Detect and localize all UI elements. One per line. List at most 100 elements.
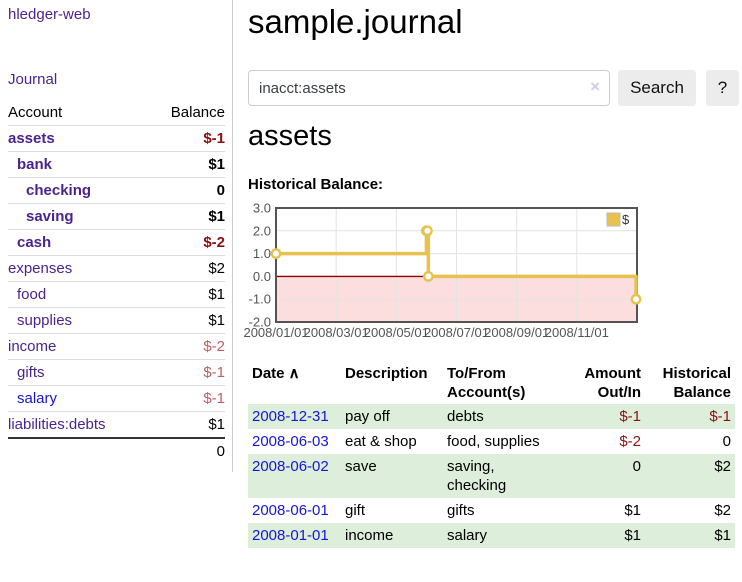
transaction-date-link[interactable]: 2008-06-02 bbox=[252, 458, 329, 475]
y-axis-tick-label: -2.0 bbox=[249, 315, 271, 330]
account-row: gifts $-1 bbox=[8, 359, 225, 386]
transaction-amount: $-1 bbox=[619, 408, 641, 425]
transaction-description: income bbox=[345, 527, 394, 544]
x-axis-tick-label: 2008/05/01 bbox=[364, 325, 429, 340]
sidebar: hledger-web Journal Account Balance asse… bbox=[0, 0, 233, 472]
chart-data-point[interactable] bbox=[630, 293, 642, 305]
account-row: bank $1 bbox=[8, 151, 225, 178]
account-balance: 0 bbox=[216, 182, 225, 199]
search-input[interactable] bbox=[248, 70, 610, 106]
transaction-description: gift bbox=[345, 502, 366, 519]
transaction-balance: $1 bbox=[714, 527, 731, 544]
accounts-header-balance: Balance bbox=[170, 104, 225, 121]
account-row: expenses $2 bbox=[8, 255, 225, 282]
account-link[interactable]: food bbox=[17, 286, 47, 303]
accounts-total-value: 0 bbox=[216, 443, 225, 460]
account-balance: $1 bbox=[208, 286, 225, 303]
account-row: assets $-1 bbox=[8, 125, 225, 152]
accounts-header-row: Account Balance bbox=[8, 100, 225, 126]
main-content: sample.journal × Search ? assets Histori… bbox=[243, 0, 742, 582]
account-link[interactable]: supplies bbox=[17, 312, 73, 329]
account-link[interactable]: cash bbox=[17, 234, 52, 251]
account-link[interactable]: income bbox=[8, 338, 57, 355]
transaction-date-link[interactable]: 2008-06-01 bbox=[252, 502, 329, 519]
y-axis-tick-label: 1.0 bbox=[253, 246, 271, 261]
transaction-accounts: saving, checking bbox=[447, 458, 507, 494]
brand-link[interactable]: hledger-web bbox=[8, 6, 91, 23]
transaction-balance: 0 bbox=[722, 433, 731, 450]
account-row: food $1 bbox=[8, 281, 225, 308]
account-row: supplies $1 bbox=[8, 307, 225, 334]
register-header-balance: Historical Balance bbox=[662, 365, 731, 401]
accounts-total-spacer bbox=[8, 438, 147, 464]
register-header-row: Date ∧ Description To/From Account(s) Amoun… bbox=[248, 362, 735, 404]
account-row: salary $-1 bbox=[8, 385, 225, 412]
transaction-amount: $1 bbox=[624, 527, 641, 544]
transaction-accounts: food, supplies bbox=[447, 433, 540, 450]
transaction-description: eat & shop bbox=[345, 433, 417, 450]
legend-swatch bbox=[606, 212, 621, 227]
account-link[interactable]: saving bbox=[26, 208, 74, 225]
account-link[interactable]: expenses bbox=[8, 260, 73, 277]
account-link[interactable]: assets bbox=[8, 130, 55, 147]
transaction-row: 2008-01-01 income salary $1 $1 bbox=[248, 523, 735, 548]
y-axis-tick-label: 2.0 bbox=[253, 223, 271, 238]
account-link[interactable]: gifts bbox=[17, 364, 45, 381]
transaction-row: 2008-12-31 pay off debts $-1 $-1 bbox=[248, 404, 735, 429]
account-balance: $2 bbox=[208, 260, 225, 277]
transaction-balance: $2 bbox=[714, 502, 731, 519]
account-heading: assets bbox=[248, 120, 332, 152]
chart-border bbox=[275, 207, 638, 323]
account-balance: $-1 bbox=[203, 130, 225, 147]
transaction-accounts: gifts bbox=[447, 502, 475, 519]
transaction-description: pay off bbox=[345, 408, 390, 425]
chart-data-point[interactable] bbox=[422, 271, 434, 282]
legend-label: $ bbox=[622, 212, 630, 227]
accounts-total-row: 0 bbox=[8, 438, 225, 464]
transaction-amount: 0 bbox=[632, 458, 641, 475]
sort-ascending-icon: ∧ bbox=[284, 365, 300, 382]
account-balance: $1 bbox=[208, 312, 225, 329]
page-title: sample.journal bbox=[248, 3, 463, 40]
account-balance: $-2 bbox=[203, 234, 225, 251]
transaction-date-link[interactable]: 2008-01-01 bbox=[252, 527, 329, 544]
transaction-date-link[interactable]: 2008-12-31 bbox=[252, 408, 329, 425]
register-table: Date ∧ Description To/From Account(s) Amoun… bbox=[248, 362, 735, 548]
search-box: × bbox=[248, 70, 610, 106]
x-axis-tick-label: 2008/11/01 bbox=[545, 325, 609, 340]
transaction-accounts: debts bbox=[447, 408, 484, 425]
account-row: saving $1 bbox=[8, 203, 225, 230]
accounts-table: Account Balance assets $-1 bank $1 checking 0… bbox=[8, 100, 225, 464]
account-link[interactable]: bank bbox=[17, 156, 53, 173]
transaction-balance: $2 bbox=[714, 458, 731, 475]
x-axis-tick-label: 2008/09/01 bbox=[484, 325, 549, 340]
chart-label: Historical Balance: bbox=[248, 176, 384, 193]
x-axis-tick-label: 2008/01/01 bbox=[243, 325, 308, 340]
account-link[interactable]: liabilities:debts bbox=[8, 416, 106, 433]
account-link[interactable]: checking bbox=[26, 182, 92, 199]
account-balance: $1 bbox=[208, 156, 225, 173]
help-button[interactable]: ? bbox=[706, 70, 739, 106]
y-axis-tick-label: 3.0 bbox=[253, 201, 271, 216]
search-button[interactable]: Search bbox=[618, 70, 696, 106]
transaction-amount: $-2 bbox=[619, 433, 641, 450]
transaction-date-link[interactable]: 2008-06-03 bbox=[252, 433, 329, 450]
transaction-balance: $-1 bbox=[709, 408, 731, 425]
clear-search-icon[interactable]: × bbox=[590, 77, 600, 96]
account-link[interactable]: salary bbox=[17, 390, 58, 407]
account-balance: $1 bbox=[208, 416, 225, 433]
chart-data-point[interactable] bbox=[421, 225, 433, 237]
transaction-row: 2008-06-02 save saving, checking 0 $2 bbox=[248, 454, 735, 498]
register-header-description: Description bbox=[345, 365, 428, 382]
accounts-header-account: Account bbox=[8, 104, 63, 121]
x-axis-tick-label: 2008/07/01 bbox=[424, 325, 489, 340]
sidebar-item-journal[interactable]: Journal bbox=[8, 71, 58, 88]
historical-balance-chart[interactable]: $3.0 2.0 1.0 0.0 -1.0 -2.02008/01/012008/03/0… bbox=[243, 200, 742, 350]
register-header-accounts: To/From Account(s) bbox=[447, 365, 526, 401]
account-row: liabilities:debts $1 bbox=[8, 411, 225, 439]
transaction-row: 2008-06-01 gift gifts $1 $2 bbox=[248, 498, 735, 523]
chart-data-point[interactable] bbox=[270, 248, 282, 259]
x-axis-tick-label: 2008/03/01 bbox=[304, 325, 369, 340]
register-header-date[interactable]: Date ∧ bbox=[252, 365, 300, 382]
transaction-row: 2008-06-03 eat & shop food, supplies $-2 0 bbox=[248, 429, 735, 454]
